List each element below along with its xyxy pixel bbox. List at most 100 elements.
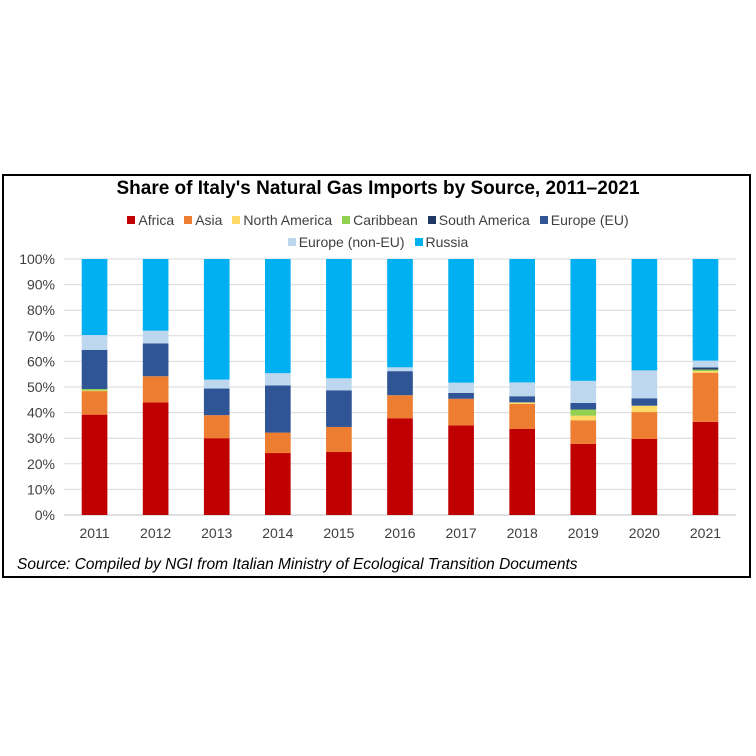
bar-segment [203,259,230,380]
bar-segment [326,390,352,427]
y-axis: 0% 10% 20% 30% 40% 50% 60% 70% 80% 90% 100% [19,251,55,523]
legend-item: Caribbean [342,212,418,228]
bar-segment [264,373,291,386]
bar-segment [387,371,413,396]
legend-swatch [287,238,296,246]
legend-row-2: Europe (non-EU) Russia [0,234,756,250]
y-tick-label: 100% [19,251,55,267]
legend-item: North America [232,212,332,228]
bar-segment [387,367,413,372]
x-tick-label: 2011 [79,525,109,541]
y-tick-label: 20% [27,456,55,472]
x-tick-label: 2019 [568,525,599,541]
y-tick-label: 80% [27,302,55,318]
legend-swatch [127,216,136,224]
bar-segment [692,368,719,370]
y-tick-label: 90% [27,277,55,293]
legend-swatch [414,238,423,246]
bar-segment [142,259,169,331]
bar-segment [142,343,169,377]
bar-segment [448,392,474,399]
bar-segment [570,259,597,381]
y-tick-label: 30% [27,430,55,446]
bar-segment [692,367,719,369]
bar-segment [509,382,536,397]
bar-segment [509,403,536,429]
x-tick-label: 2014 [262,525,293,541]
bar-segment [570,443,597,515]
bars [81,259,719,515]
legend-item: Europe (non-EU) [287,234,405,250]
x-tick-label: 2017 [446,525,477,541]
bar-segment [142,402,169,515]
x-tick-label: 2013 [201,525,232,541]
bar-segment [570,402,597,410]
bar-segment [448,259,474,383]
y-tick-label: 70% [27,328,55,344]
bar-segment [81,335,108,350]
bar-segment [326,452,352,515]
legend-label: Europe (non-EU) [298,234,405,250]
y-tick-label: 40% [27,405,55,421]
bar-segment [692,369,719,372]
x-tick-label: 2021 [690,525,721,541]
bar-segment [326,259,352,379]
x-tick-label: 2018 [507,525,538,541]
bar-segment [692,421,719,515]
legend-swatch [184,216,193,224]
bar-segment [203,438,230,515]
bar-segment [631,438,658,515]
bar-segment [203,388,230,416]
bar-segment [570,380,597,403]
bar-segment [326,426,352,453]
x-tick-label: 2015 [323,525,354,541]
x-tick-label: 2016 [384,525,415,541]
bar-segment [692,372,719,422]
source-note: Source: Compiled by NGI from Italian Min… [17,556,578,573]
bar-segment [509,428,536,515]
y-tick-label: 60% [27,353,55,369]
legend-swatch [539,216,548,224]
bar-segment [570,420,597,444]
bar-segment [509,396,536,403]
bar-segment [142,330,169,344]
legend-label: South America [438,212,530,228]
legend-item: South America [427,212,530,228]
bar-segment [631,398,658,406]
bar-segment [692,360,719,368]
bar-segment [264,432,291,454]
bar-segment [570,409,597,416]
legend-swatch [342,216,351,224]
bar-segment [81,391,108,415]
y-tick-label: 50% [27,379,55,395]
bar-segment [81,349,108,390]
legend-label: North America [243,212,333,228]
bar-segment [509,259,536,383]
bar-segment [326,378,352,391]
bar-segment [448,425,474,515]
x-axis: 2011 2012 2013 2014 2015 2016 2017 2018 2019 2020… [79,525,721,541]
legend-swatch [427,216,436,224]
legend-item: Asia [184,212,222,228]
bar-segment [203,415,230,439]
bar-segment [631,370,658,399]
legend-label: Caribbean [353,212,418,228]
legend-label: Russia [425,234,469,250]
chart-title: Share of Italy's Natural Gas Imports by … [116,178,640,199]
legend-label: Africa [138,212,175,228]
x-tick-label: 2020 [629,525,660,541]
y-tick-label: 0% [35,507,55,523]
bar-segment [448,398,474,426]
legend-item: Africa [127,212,174,228]
bar-segment [692,371,719,373]
bar-segment [264,259,291,374]
legend-label: Europe (EU) [550,212,629,228]
legend-label: Asia [195,212,223,228]
bar-segment [81,259,108,336]
bar-segment [509,402,536,404]
bar-segment [631,405,658,413]
bar-segment [570,415,597,421]
bar-segment [142,376,169,403]
bar-segment [631,412,658,439]
